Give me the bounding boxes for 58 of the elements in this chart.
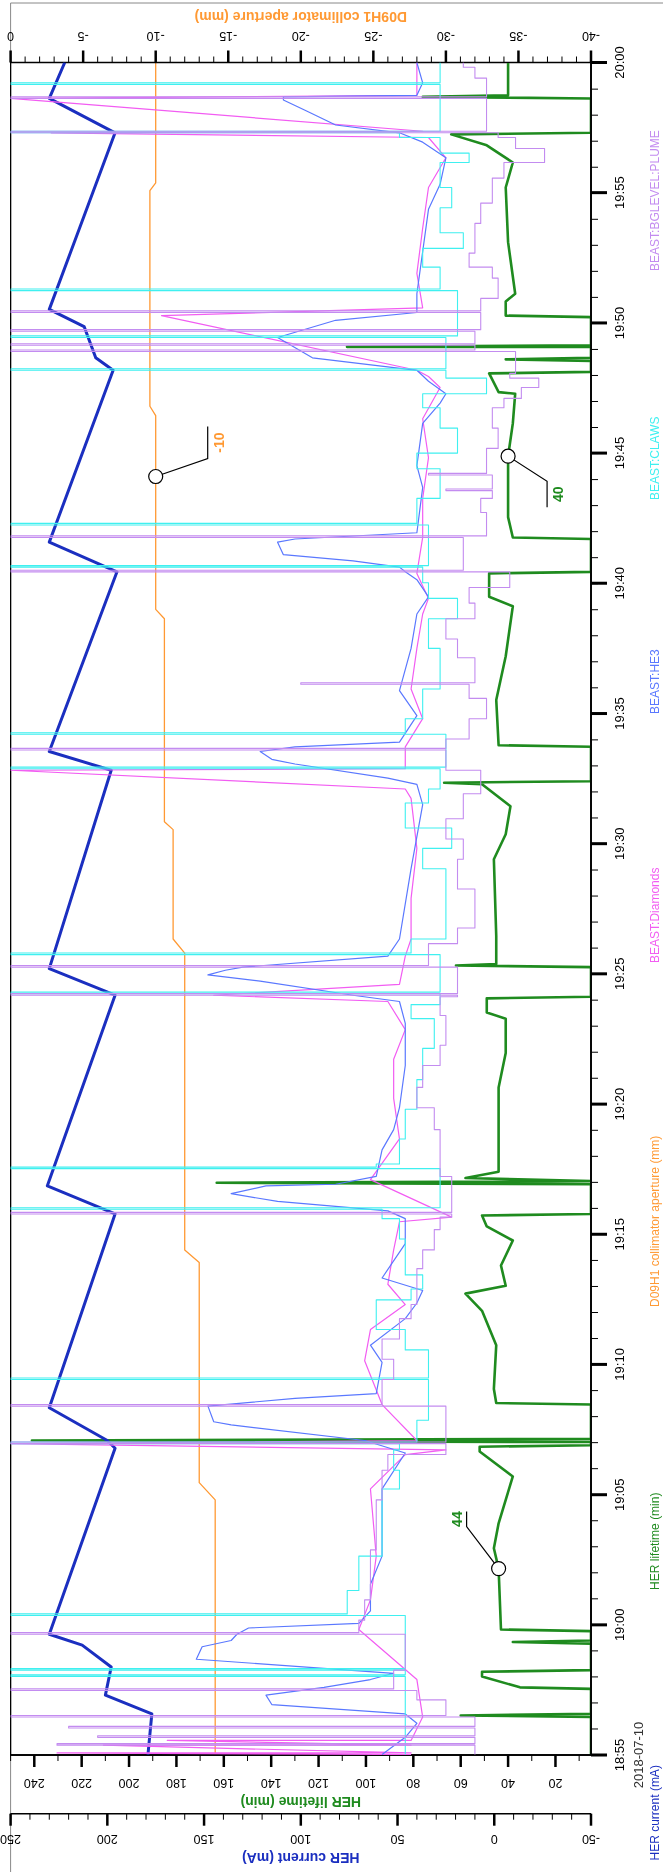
x-tick-label: 0 xyxy=(490,1832,498,1846)
text: HER current (mA) xyxy=(648,1765,662,1861)
text: BEAST:Diamonds xyxy=(648,867,662,963)
x-tick-label: -10 xyxy=(146,29,165,43)
y-tick-label: 18:55 xyxy=(611,1738,627,1772)
x-tick-label: 200 xyxy=(118,1776,140,1790)
x-tick-label: -50 xyxy=(581,1832,601,1846)
y-tick-label: 19:50 xyxy=(611,306,627,340)
x-axis-title: HER lifetime (min) xyxy=(240,1794,362,1810)
y-tick-label: 19:35 xyxy=(611,697,627,730)
y-tick-label: 19:15 xyxy=(611,1217,627,1251)
x-tick-label: 120 xyxy=(308,1776,329,1790)
x-tick-label: 140 xyxy=(260,1776,282,1790)
x-tick-label: 40 xyxy=(501,1776,516,1790)
x-tick-label: -35 xyxy=(509,29,528,43)
annotation: 44 xyxy=(448,1511,465,1527)
text: HER lifetime (min) xyxy=(648,1492,662,1590)
y-tick-label: 19:55 xyxy=(611,176,627,209)
annotation: 40 xyxy=(550,486,567,502)
text: 2018-07-10 xyxy=(630,1721,646,1789)
y-tick-label: 20:00 xyxy=(611,46,627,79)
x-tick-label: -20 xyxy=(291,29,310,43)
x-tick-label: 100 xyxy=(355,1776,377,1790)
x-tick-label: 240 xyxy=(23,1776,45,1790)
y-tick-label: 19:10 xyxy=(611,1348,627,1381)
y-tick-label: 19:40 xyxy=(611,566,627,600)
x-tick-label: -25 xyxy=(364,29,383,43)
x-tick-label: -30 xyxy=(436,29,455,43)
y-tick-label: 19:20 xyxy=(611,1087,627,1121)
x-tick-label: 80 xyxy=(406,1776,421,1790)
x-tick-label: 150 xyxy=(193,1832,215,1846)
y-tick-label: 19:30 xyxy=(611,827,627,860)
text: BEAST:BGLEVEL:PLUME xyxy=(648,130,662,271)
x-axis-title: D09H1 collimator aperture (mm) xyxy=(194,9,407,25)
x-tick-label: -15 xyxy=(219,29,238,43)
x-tick-label: 20 xyxy=(548,1776,563,1790)
y-tick-label: 19:05 xyxy=(611,1478,627,1511)
text: D09H1 collimator aperture (mm) xyxy=(648,1135,662,1308)
y-tick-label: 19:25 xyxy=(611,957,627,991)
x-tick-label: 180 xyxy=(165,1776,187,1790)
x-tick-label: 60 xyxy=(453,1776,468,1790)
x-tick-label: -40 xyxy=(581,29,601,43)
x-tick-label: 100 xyxy=(290,1832,312,1846)
y-tick-label: 19:00 xyxy=(611,1608,627,1642)
line-series xyxy=(45,62,154,1755)
text: BEAST:HE3 xyxy=(648,648,662,714)
x-tick-label: 220 xyxy=(71,1776,93,1790)
x-axis-title: HER current (mA) xyxy=(242,1850,360,1866)
x-tick-label: 250 xyxy=(0,1832,22,1846)
x-tick-label: 200 xyxy=(96,1832,118,1846)
text: BEAST:CLAWS xyxy=(648,416,662,501)
x-tick-label: 160 xyxy=(213,1776,235,1790)
x-tick-label: 0 xyxy=(7,29,15,43)
y-tick-label: 19:45 xyxy=(611,436,627,470)
line-series xyxy=(195,62,447,1755)
x-tick-label: -5 xyxy=(77,29,89,43)
x-tick-label: 50 xyxy=(390,1832,405,1846)
annotation: -10 xyxy=(210,432,227,453)
